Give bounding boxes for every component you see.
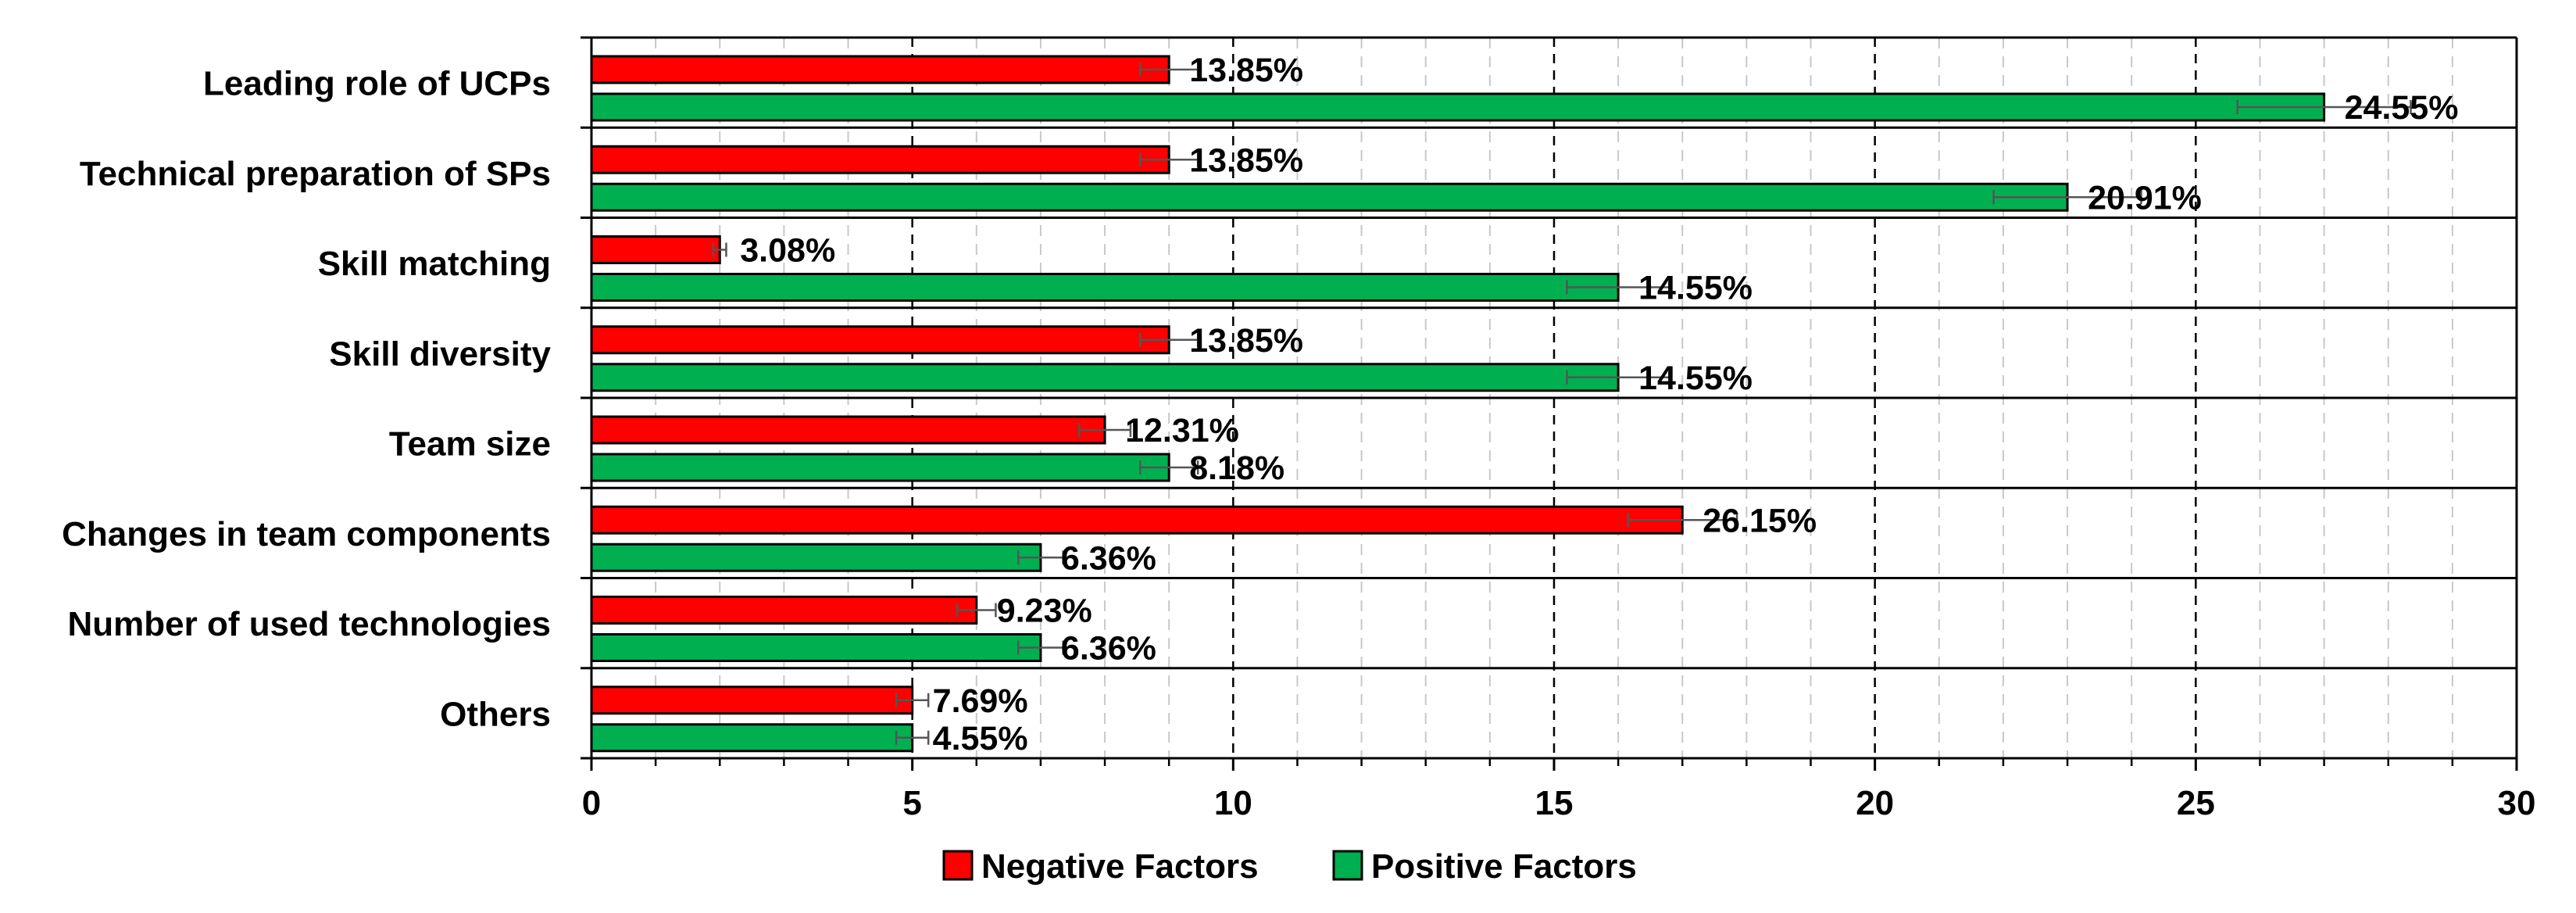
- data-label: 6.36%: [1061, 539, 1156, 577]
- category-separators: [591, 126, 2517, 670]
- data-label: 26.15%: [1702, 502, 1817, 539]
- legend-label-0: Negative Factors: [981, 847, 1259, 886]
- negative-bar-5: [590, 505, 1684, 535]
- legend-swatch-0: [942, 850, 974, 881]
- data-label: 7.69%: [933, 682, 1028, 720]
- data-label: 6.36%: [1061, 630, 1156, 668]
- negative-bar-1: [590, 145, 1170, 174]
- x-tick-label: 20: [1856, 784, 1894, 822]
- positive-bar-3: [590, 363, 1620, 392]
- negative-bar-3: [590, 325, 1170, 355]
- positive-bar-6: [590, 633, 1042, 662]
- negative-bar-6: [590, 596, 978, 625]
- data-label: 4.55%: [933, 720, 1028, 757]
- x-tick-label: 10: [1214, 784, 1252, 822]
- legend-swatch-1: [1332, 850, 1363, 881]
- x-tick-label: 0: [582, 784, 601, 822]
- data-label: 24.55%: [2345, 89, 2459, 127]
- axes: [581, 36, 2518, 771]
- positive-bar-4: [590, 453, 1170, 482]
- data-label: 12.31%: [1125, 412, 1239, 449]
- data-label: 8.18%: [1189, 449, 1284, 487]
- category-label: Leading role of UCPs: [203, 65, 551, 103]
- x-tick-label: 25: [2177, 784, 2215, 822]
- negative-bar-4: [590, 415, 1106, 445]
- data-label: 13.85%: [1189, 52, 1303, 89]
- data-label: 13.85%: [1189, 322, 1303, 360]
- data-label: 13.85%: [1189, 141, 1303, 179]
- positive-bar-1: [590, 182, 2069, 212]
- positive-bar-7: [590, 723, 914, 753]
- category-label: Changes in team components: [62, 515, 551, 553]
- legend-label-1: Positive Factors: [1371, 847, 1637, 886]
- data-label: 14.55%: [1638, 360, 1752, 397]
- positive-bar-0: [590, 92, 2326, 122]
- bars: [590, 55, 2412, 753]
- labels: 13.85% 24.55% Leading role of UCPs 13.85% 20…: [62, 52, 2535, 822]
- data-label: 3.08%: [740, 232, 835, 270]
- negative-bar-2: [590, 235, 721, 264]
- positive-bar-2: [590, 273, 1620, 302]
- category-label: Skill diversity: [329, 335, 551, 373]
- category-label: Others: [440, 695, 551, 733]
- data-label: 9.23%: [997, 593, 1092, 630]
- category-label: Number of used technologies: [67, 605, 551, 643]
- category-label: Technical preparation of SPs: [80, 155, 551, 193]
- positive-bar-5: [590, 542, 1042, 572]
- x-tick-label: 15: [1535, 784, 1574, 822]
- category-label: Skill matching: [318, 245, 551, 283]
- legend: Negative Factors Positive Factors: [942, 847, 1637, 886]
- category-label: Team size: [389, 425, 551, 464]
- x-tick-label: 5: [902, 784, 921, 822]
- negative-bar-7: [590, 686, 914, 715]
- data-label: 20.91%: [2088, 179, 2202, 217]
- negative-bar-0: [590, 55, 1170, 84]
- x-tick-label: 30: [2498, 784, 2536, 822]
- data-label: 14.55%: [1638, 270, 1752, 307]
